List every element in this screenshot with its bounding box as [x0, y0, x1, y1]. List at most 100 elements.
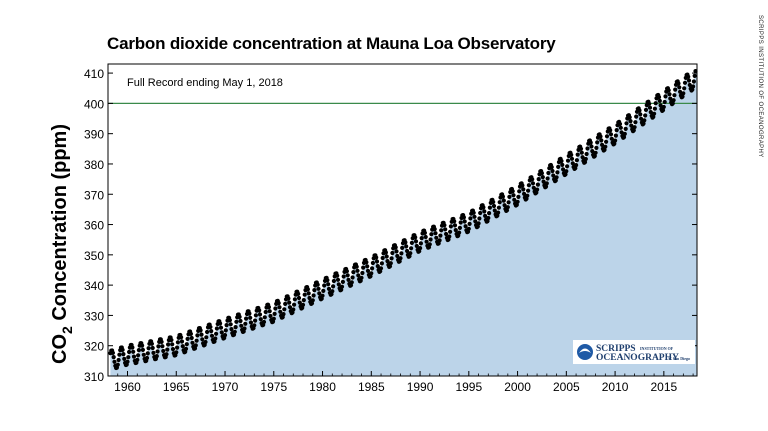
data-point [389, 256, 394, 261]
y-tick-label: 350 [84, 249, 104, 263]
data-point [208, 324, 213, 330]
data-point [642, 118, 647, 123]
data-point [315, 282, 320, 287]
data-point [656, 95, 662, 100]
y-axis-label: CO2 Concentration (ppm) [49, 124, 75, 364]
data-point [374, 255, 379, 260]
x-tick-label: 2000 [504, 380, 531, 394]
area-fill-layer [110, 71, 697, 376]
data-point [146, 346, 151, 351]
data-point [672, 93, 677, 98]
data-point [117, 352, 122, 357]
data-point [550, 168, 555, 174]
data-point [170, 342, 175, 347]
data-point [350, 275, 355, 280]
data-point [364, 260, 369, 265]
data-point [175, 340, 180, 345]
data-point [561, 167, 566, 172]
data-point [543, 184, 549, 189]
data-point [536, 177, 541, 182]
data-point [346, 277, 351, 282]
data-point [244, 316, 249, 321]
data-point [544, 181, 549, 186]
data-point [370, 266, 375, 271]
data-point [461, 215, 466, 220]
data-point [403, 240, 408, 245]
data-point [257, 308, 262, 313]
data-point [444, 231, 449, 237]
data-point [482, 209, 487, 214]
data-point [144, 355, 150, 361]
data-point [505, 205, 510, 210]
data-point [428, 237, 433, 242]
data-point [628, 119, 633, 124]
data-point [209, 333, 215, 338]
data-point [486, 215, 491, 221]
data-point [639, 116, 644, 121]
data-point [239, 323, 244, 328]
data-point [564, 169, 569, 174]
chart-title: Carbon dioxide concentration at Mauna Lo… [107, 34, 556, 53]
data-point [551, 173, 556, 178]
data-point [214, 331, 219, 336]
data-point [592, 153, 597, 159]
data-point [276, 301, 281, 306]
x-tick-label: 1995 [455, 380, 482, 394]
data-point [198, 328, 203, 333]
data-point [126, 355, 131, 360]
data-point [603, 144, 608, 149]
data-point [335, 273, 340, 278]
data-point [575, 152, 580, 157]
side-credit: SCRIPPS INSTITUTION OF OCEANOGRAPHY [757, 15, 763, 158]
data-point [213, 336, 218, 341]
data-point [691, 79, 697, 84]
data-point [360, 270, 365, 276]
data-point [631, 128, 636, 133]
data-point [515, 199, 520, 204]
data-point [690, 87, 695, 92]
data-point [307, 295, 312, 301]
data-point [365, 264, 370, 269]
data-point [414, 243, 419, 249]
data-point [222, 333, 228, 338]
data-point [404, 244, 409, 249]
y-tick-label: 370 [84, 188, 104, 202]
data-point [462, 219, 467, 224]
data-point [476, 221, 481, 226]
data-point [608, 128, 613, 133]
data-point [546, 170, 551, 176]
data-point [661, 104, 666, 110]
data-point [487, 205, 492, 210]
data-point [574, 163, 579, 168]
data-point [643, 107, 649, 112]
data-point [188, 331, 193, 336]
data-point [224, 323, 229, 328]
data-point [530, 181, 536, 186]
data-point [383, 250, 388, 255]
plot-frame [107, 63, 698, 377]
data-point [662, 99, 667, 105]
data-point [584, 151, 589, 157]
data-point [481, 205, 486, 210]
data-point [492, 208, 497, 213]
data-point [541, 179, 546, 184]
data-point [161, 348, 166, 354]
data-point [442, 223, 447, 228]
data-point [248, 315, 253, 320]
data-point [243, 321, 248, 326]
data-point [458, 220, 463, 225]
data-point [602, 147, 607, 152]
data-point [530, 177, 535, 182]
data-point [292, 302, 297, 307]
data-point [258, 317, 263, 322]
data-point [632, 125, 637, 130]
x-tick-label: 1985 [358, 380, 385, 394]
data-point [242, 326, 247, 331]
data-point [604, 139, 609, 144]
y-tick-label: 320 [84, 340, 104, 354]
data-point [330, 289, 335, 294]
logo-line2: OCEANOGRAPHY [596, 353, 679, 363]
data-point [660, 108, 666, 113]
y-tick-label: 310 [84, 370, 104, 384]
data-point [233, 325, 238, 330]
